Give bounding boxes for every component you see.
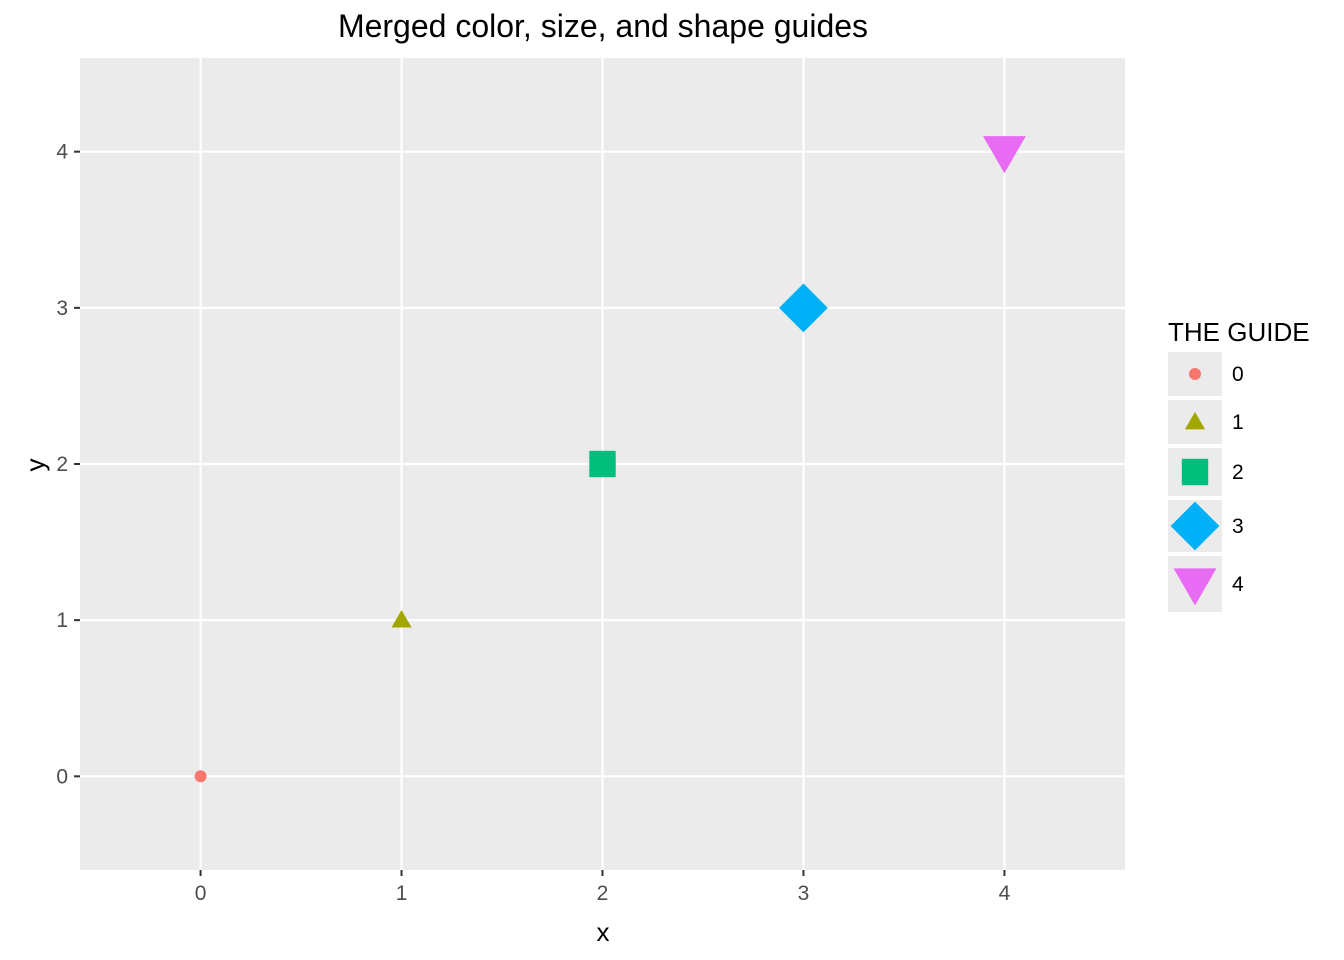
data-point-0 <box>194 770 207 783</box>
y-tick-label: 0 <box>56 765 68 788</box>
legend: 0 1 2 3 4 <box>1168 352 1244 612</box>
legend-label: 2 <box>1232 461 1244 484</box>
data-point-4 <box>983 136 1026 174</box>
data-point-1 <box>391 610 412 628</box>
y-tick-label: 1 <box>56 609 68 632</box>
legend-label: 3 <box>1232 515 1244 538</box>
x-tick-label: 3 <box>798 882 810 905</box>
legend-key-symbol-4 <box>1173 568 1217 606</box>
legend-label: 0 <box>1232 363 1244 386</box>
x-tick-label: 0 <box>195 882 207 905</box>
y-tick-label: 4 <box>56 141 68 164</box>
y-tick-label: 3 <box>56 297 68 320</box>
data-point-2 <box>589 450 616 478</box>
legend-title: THE GUIDE <box>1168 317 1310 347</box>
legend-key-symbol-3 <box>1170 501 1220 551</box>
x-axis-title: x <box>597 917 610 947</box>
axis-ticks: 0 1 2 3 4 0 1 2 3 4 <box>56 141 1010 905</box>
legend-key-symbol-1 <box>1184 411 1206 430</box>
chart-title: Merged color, size, and shape guides <box>338 8 868 44</box>
x-tick-label: 2 <box>597 882 609 905</box>
data-point-3 <box>779 283 828 333</box>
x-tick-label: 1 <box>396 882 408 905</box>
y-tick-label: 2 <box>56 453 68 476</box>
x-tick-label: 4 <box>999 882 1011 905</box>
legend-label: 4 <box>1232 573 1244 596</box>
legend-key-symbol-0 <box>1189 368 1201 380</box>
legend-label: 1 <box>1232 411 1244 434</box>
data-points <box>194 136 1026 783</box>
legend-key-symbol-2 <box>1181 458 1209 486</box>
y-axis-title: y <box>20 459 50 472</box>
